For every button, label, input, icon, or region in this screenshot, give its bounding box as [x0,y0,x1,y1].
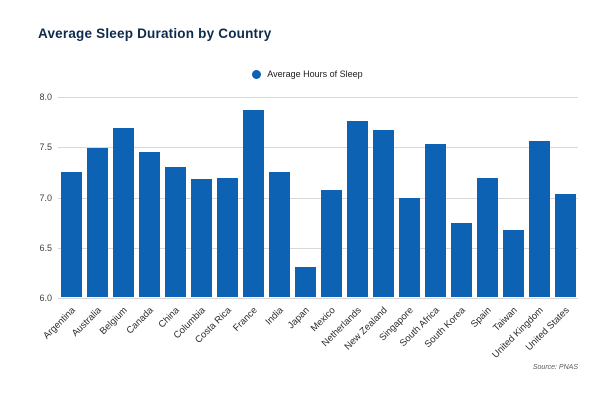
y-axis-tick-label: 7.0 [39,192,52,203]
bar [476,178,498,297]
bar [346,121,368,297]
bar [86,148,108,297]
bar [398,197,420,297]
bar [60,172,82,297]
y-axis-tick-label: 6.0 [39,293,52,303]
bar [138,152,160,297]
bar [112,128,134,297]
y-axis-tick-label: 6.5 [39,242,52,253]
bar [450,222,472,297]
bar [554,193,576,297]
bar [216,178,238,297]
bar [190,179,212,297]
gridline [58,147,578,149]
gridline [58,97,578,98]
y-axis-tick-label: 7.5 [39,142,52,153]
source-note: Source: PNAS [532,364,578,371]
y-axis-tick-label: 8.0 [39,92,52,102]
legend-label: Average Hours of Sleep [267,69,363,79]
plot-area: 6.0 6.5 7.0 7.5 8.0 Argentina Australia Belgiu… [39,92,578,361]
bar [424,144,446,297]
gridline [58,247,578,249]
bar [268,172,290,297]
bar [320,190,342,297]
legend-dot-icon [252,69,262,79]
gridline [58,197,578,199]
chart-title: Average Sleep Duration by Country [38,26,272,41]
bar [242,110,264,297]
gridline [58,298,578,299]
bar [502,229,524,297]
bar [294,266,316,297]
bar [372,130,394,297]
bar [164,167,186,297]
legend: Average Hours of Sleep [0,69,615,79]
bar [528,141,550,297]
